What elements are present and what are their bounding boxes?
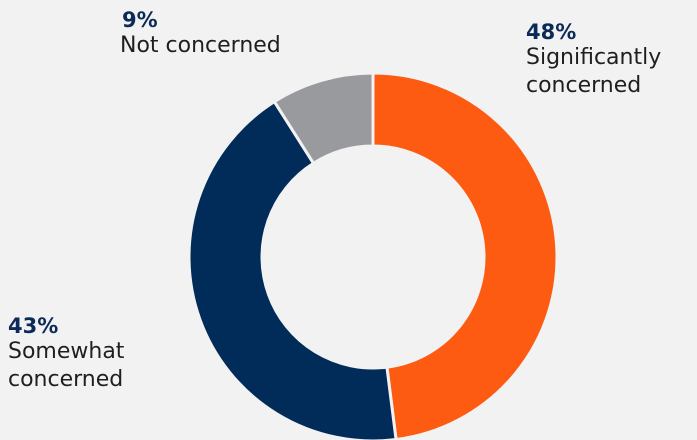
donut-slice-significantly-concerned (371, 71, 559, 440)
value-label-significantly-concerned: 48% (526, 20, 577, 44)
category-label-significantly-concerned: Significantly concerned (526, 45, 662, 98)
category-label-somewhat-concerned: Somewhat concerned (8, 339, 125, 392)
donut-slice-not-concerned (272, 71, 375, 166)
label-not-concerned: 9% Not concerned (120, 8, 281, 60)
label-significantly-concerned: 48% Significantly concerned (526, 20, 661, 100)
category-label-not-concerned: Not concerned (120, 33, 281, 58)
value-label-not-concerned: 9% (122, 8, 158, 32)
value-label-somewhat-concerned: 43% (8, 314, 59, 338)
donut-slice-somewhat-concerned (187, 99, 398, 440)
label-somewhat-concerned: 43% Somewhat concerned (8, 314, 124, 394)
